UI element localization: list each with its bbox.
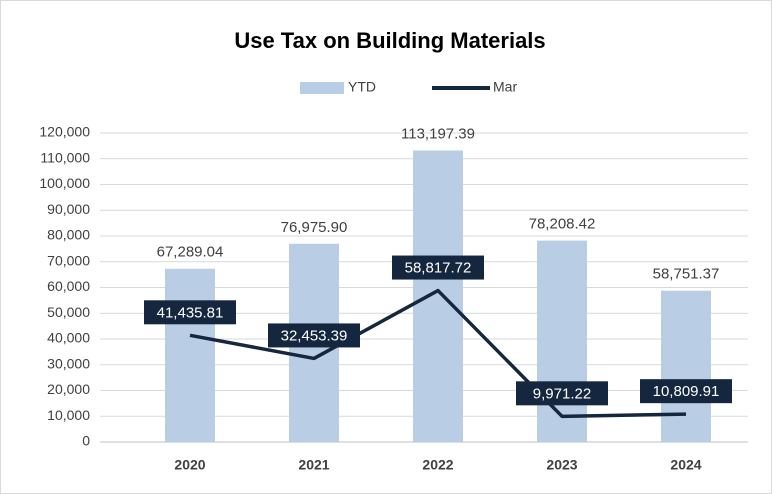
line-value-label: 9,971.22 <box>533 385 591 402</box>
x-tick-label: 2022 <box>422 457 453 473</box>
x-tick-label: 2020 <box>174 457 205 473</box>
line-value-label: 58,817.72 <box>405 260 472 277</box>
y-tick-label: 20,000 <box>47 381 90 397</box>
line-label-box <box>268 323 360 348</box>
line-label-box <box>640 379 732 404</box>
y-tick-label: 80,000 <box>47 227 90 243</box>
y-tick-label: 110,000 <box>40 149 90 165</box>
y-tick-label: 0 <box>82 433 90 449</box>
bar-value-label: 78,208.42 <box>529 216 596 233</box>
line-label-box <box>144 300 236 325</box>
bar <box>537 240 587 442</box>
y-tick-label: 40,000 <box>47 330 90 346</box>
y-tick-label: 70,000 <box>47 252 90 268</box>
y-tick-label: 60,000 <box>47 278 90 294</box>
y-tick-label: 90,000 <box>47 201 90 217</box>
x-tick-label: 2024 <box>670 457 701 473</box>
line <box>189 288 687 419</box>
line-label-box <box>392 255 484 280</box>
y-tick-label: 30,000 <box>47 355 90 371</box>
bar-value-label: 113,197.39 <box>401 125 475 142</box>
legend-swatch <box>300 82 344 94</box>
chart-title: Use Tax on Building Materials <box>234 28 545 53</box>
bar <box>661 290 711 442</box>
bar <box>165 268 215 442</box>
bar-value-label: 76,975.90 <box>281 219 348 236</box>
y-tick-label: 100,000 <box>39 175 90 191</box>
x-tick-label: 2023 <box>546 457 577 473</box>
y-tick-label: 10,000 <box>47 407 90 423</box>
line-label-box <box>516 381 608 406</box>
bar-value-label: 58,751.37 <box>653 266 720 283</box>
line-value-label: 10,809.91 <box>653 383 720 400</box>
line-value-label: 32,453.39 <box>281 327 348 344</box>
x-tick-label: 2021 <box>298 457 329 473</box>
y-tick-label: 120,000 <box>39 124 90 140</box>
y-tick-label: 50,000 <box>47 304 90 320</box>
legend-label: YTD <box>348 79 376 95</box>
legend-label: Mar <box>493 79 517 95</box>
bar <box>413 150 463 442</box>
bar-value-label: 67,289.04 <box>157 244 224 261</box>
line-value-label: 41,435.81 <box>157 304 224 321</box>
